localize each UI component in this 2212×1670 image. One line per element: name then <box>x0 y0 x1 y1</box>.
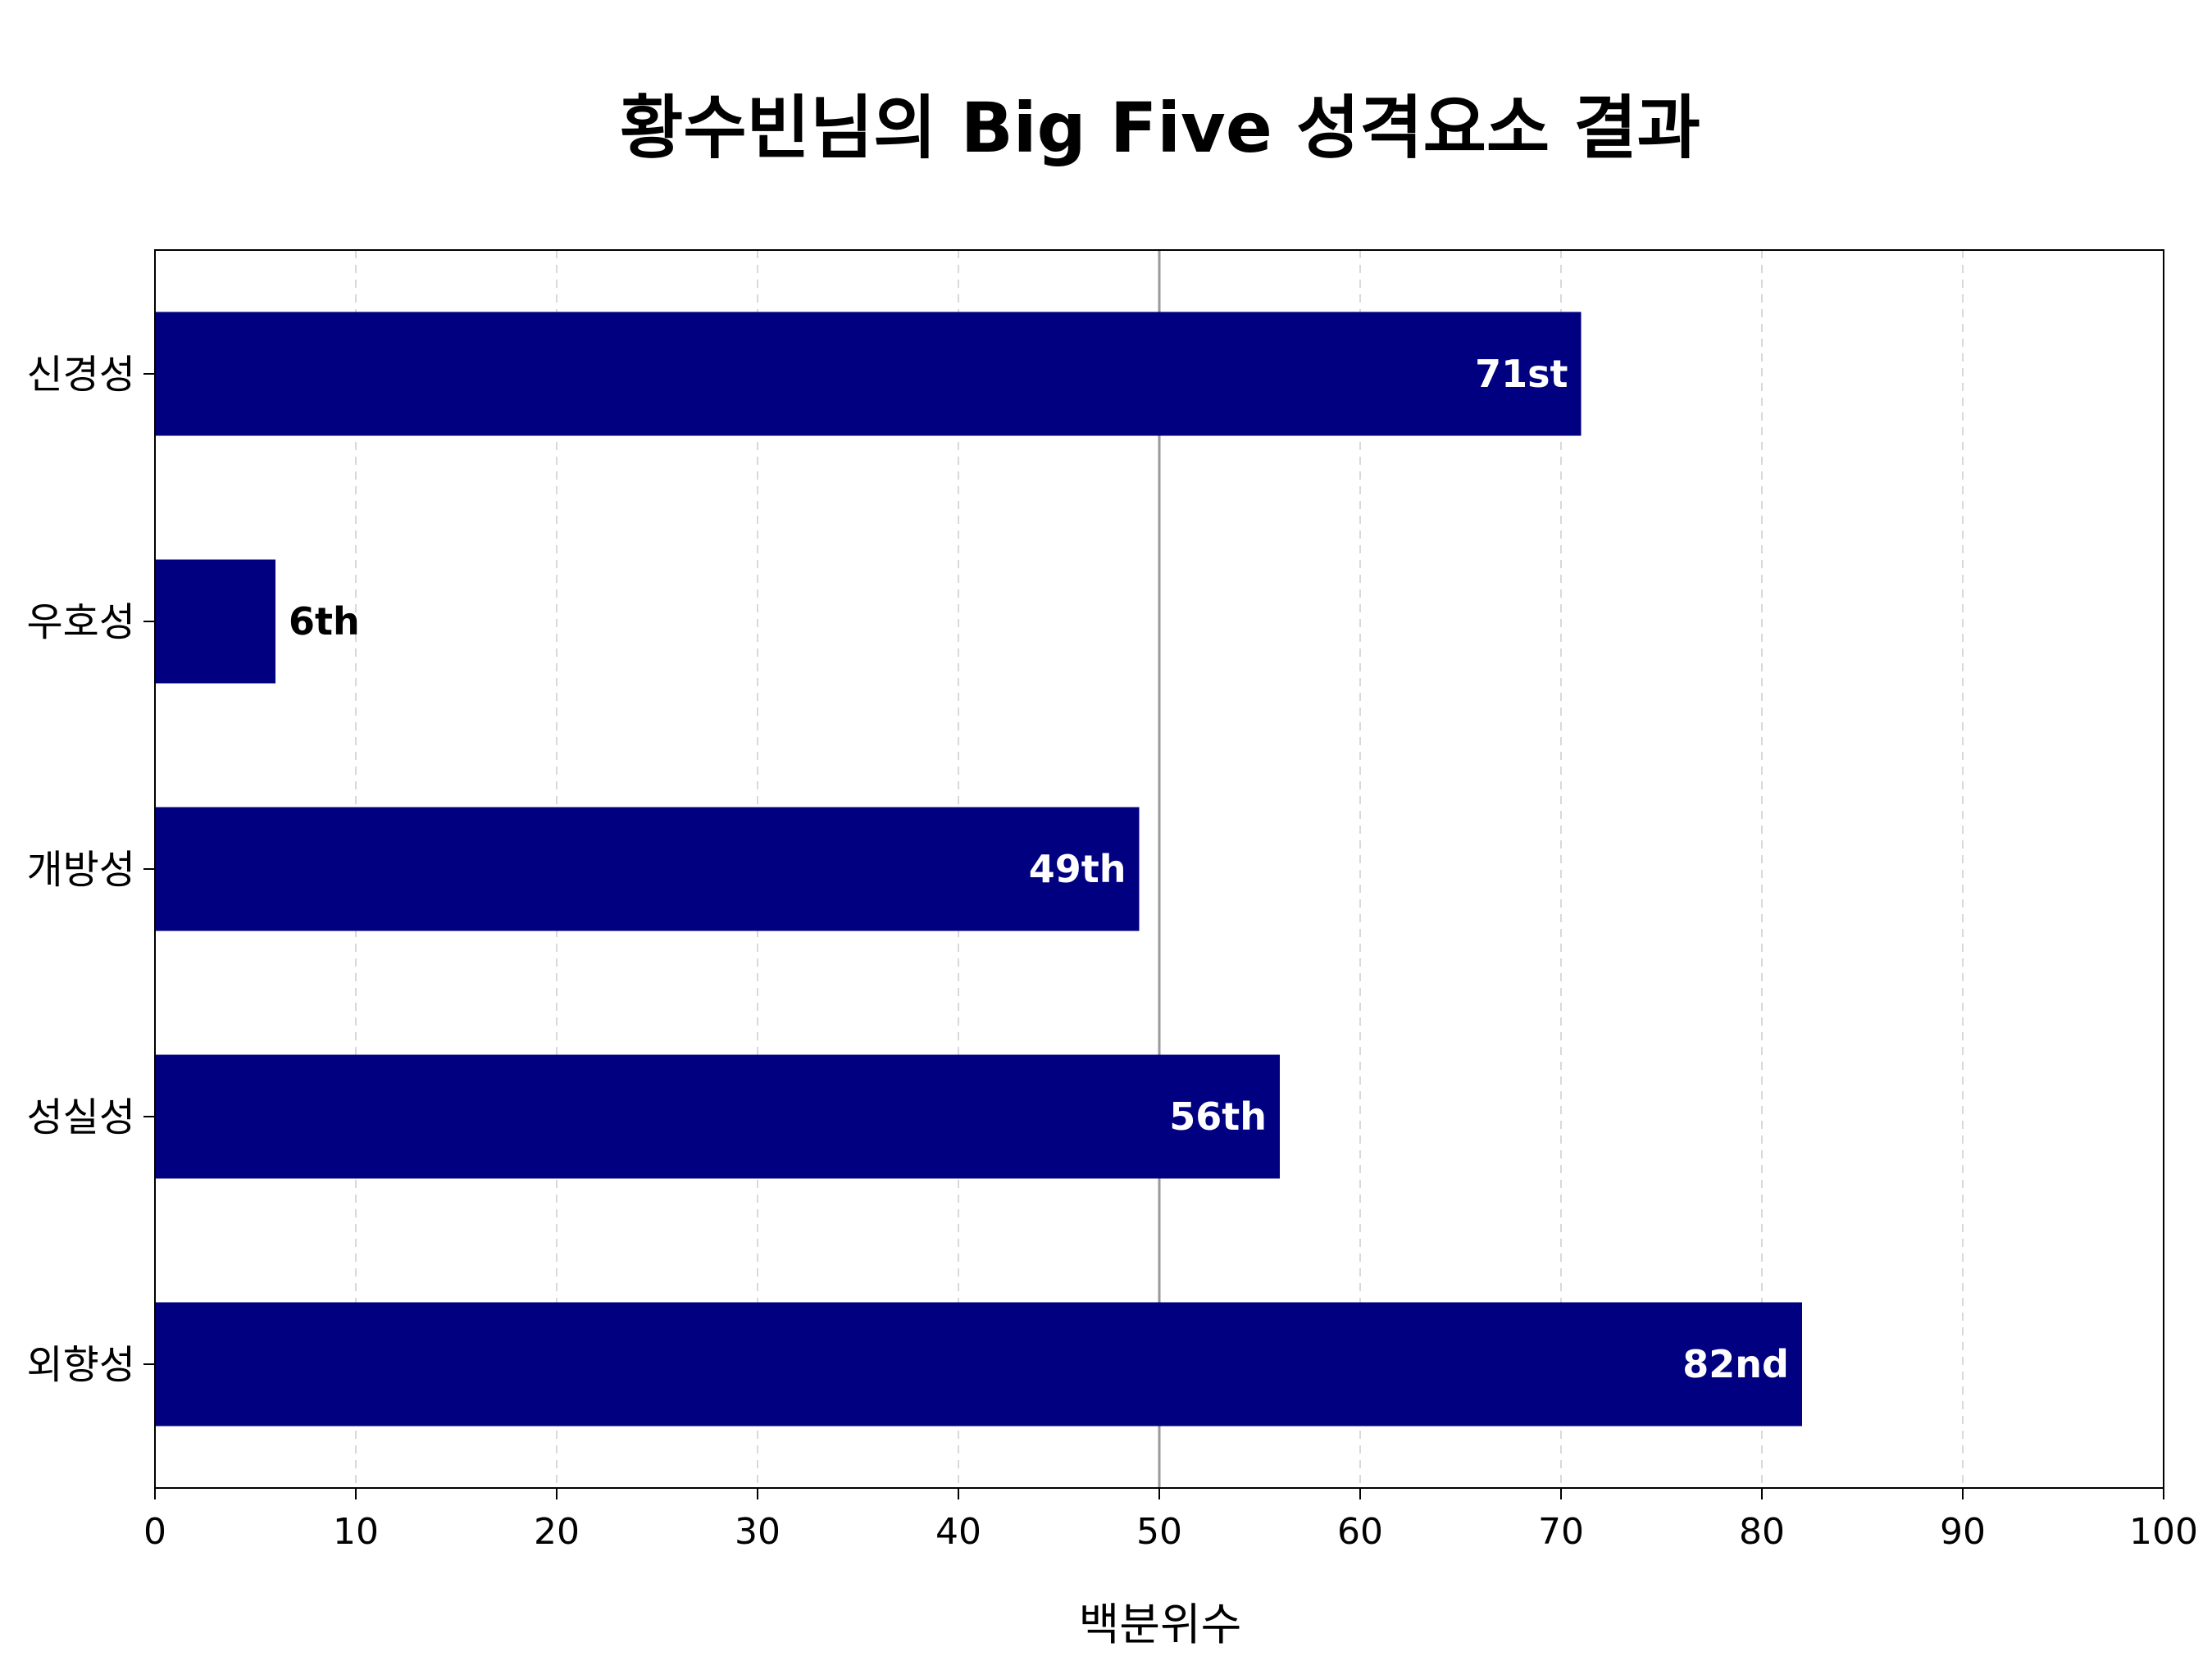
x-tick-label: 40 <box>935 1511 981 1553</box>
x-tick-label: 60 <box>1337 1511 1383 1553</box>
bar <box>155 559 275 684</box>
x-tick-label: 70 <box>1538 1511 1584 1553</box>
x-tick-label: 80 <box>1739 1511 1785 1553</box>
y-tick-label: 성실성 <box>27 1094 135 1140</box>
x-tick-label: 0 <box>143 1511 166 1553</box>
y-tick-label: 외향성 <box>27 1342 135 1388</box>
bar-value-label: 6th <box>289 599 360 644</box>
bar-value-label: 56th <box>1169 1094 1267 1139</box>
bar <box>155 312 1582 436</box>
y-tick-label: 신경성 <box>27 352 135 398</box>
x-tick-label: 10 <box>333 1511 379 1553</box>
bar-value-label: 71st <box>1475 352 1568 396</box>
x-tick-label: 50 <box>1136 1511 1182 1553</box>
x-tick-label: 30 <box>735 1511 781 1553</box>
chart-title: 황수빈님의 Big Five 성격요소 결과 <box>620 88 1700 168</box>
x-tick-label: 90 <box>1940 1511 1986 1553</box>
x-axis-label: 백분위수 <box>1079 1599 1242 1650</box>
y-tick-label: 우호성 <box>27 599 135 645</box>
bar <box>155 1054 1280 1179</box>
bar-value-label: 49th <box>1029 847 1126 891</box>
plot-frame <box>154 249 2164 1489</box>
x-tick-label: 100 <box>2129 1511 2198 1553</box>
value-labels: 71st 6th 49th 56th 82nd <box>289 352 1789 1386</box>
x-tick-label: 20 <box>534 1511 580 1553</box>
bar-value-label: 82nd <box>1682 1342 1789 1386</box>
y-tick-label: 개방성 <box>27 847 135 893</box>
x-axis: 0 10 20 30 40 50 60 70 80 90 100 <box>143 1488 2198 1553</box>
bar <box>155 807 1140 931</box>
bars <box>155 312 1802 1427</box>
bar <box>155 1302 1802 1427</box>
